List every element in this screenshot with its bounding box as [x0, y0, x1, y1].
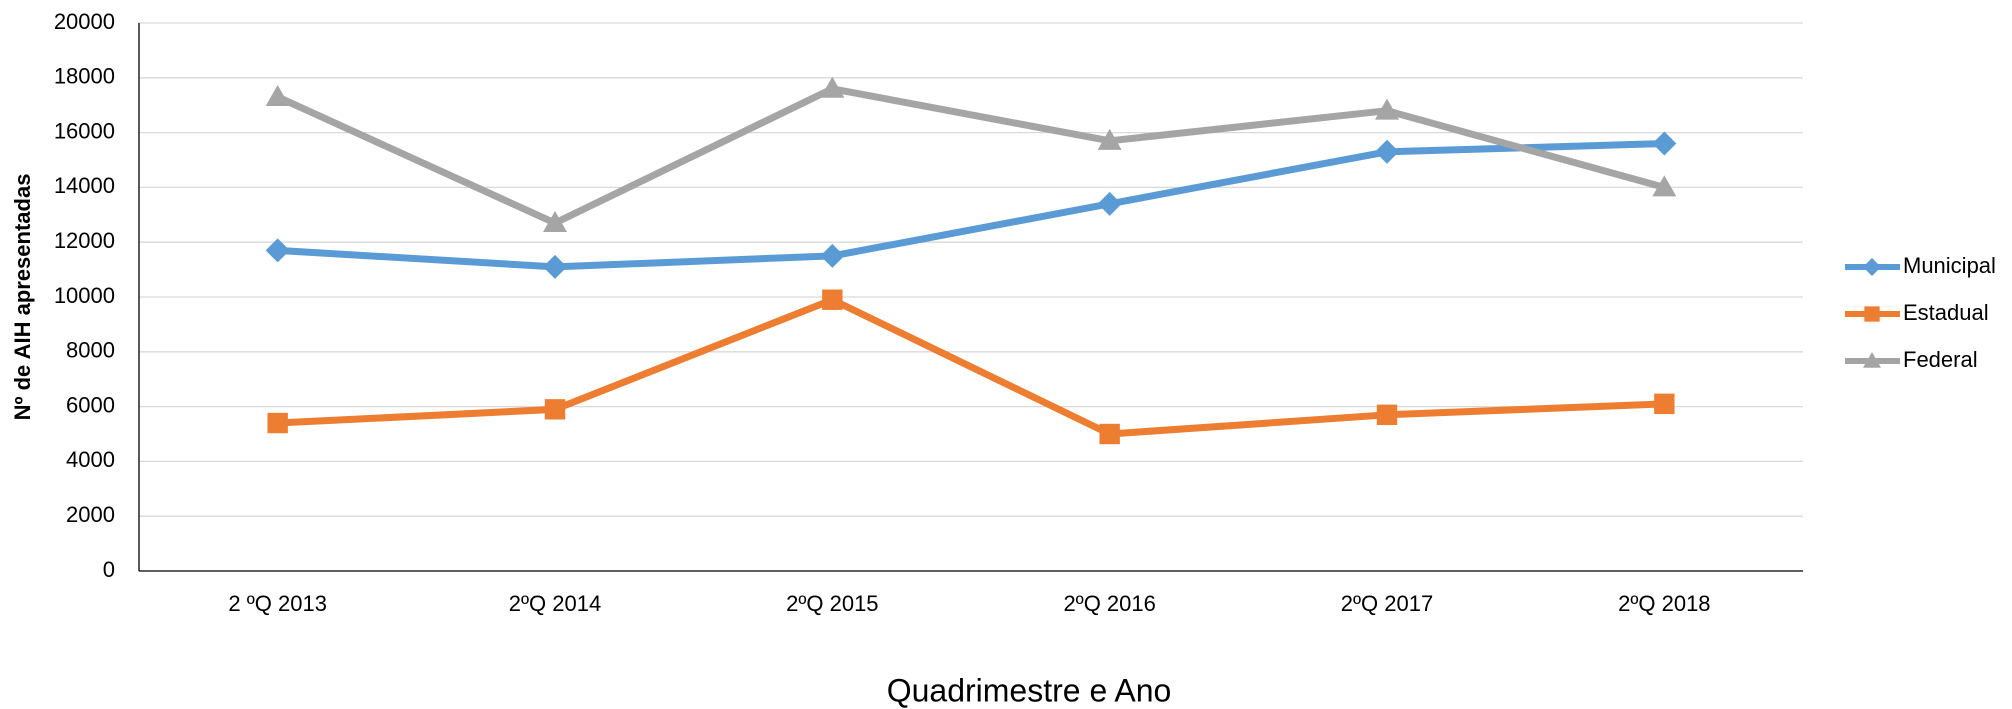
y-tick-label: 18000 [54, 64, 115, 89]
marker [1375, 139, 1399, 164]
marker [265, 238, 290, 263]
y-tick-label: 8000 [66, 338, 115, 363]
x-tick-label: 2ºQ 2016 [1063, 591, 1155, 616]
y-tick-label: 10000 [54, 283, 115, 308]
legend-label: Federal [1903, 347, 1978, 372]
x-tick-label: 2ºQ 2018 [1618, 591, 1710, 616]
marker [543, 254, 567, 279]
series-line [276, 85, 1666, 227]
x-tick-label: 2ºQ 2014 [509, 591, 601, 616]
marker [1863, 258, 1881, 276]
legend-label: Municipal [1903, 253, 1996, 278]
marker [1097, 191, 1122, 216]
y-tick-label: 2000 [66, 502, 115, 527]
marker [820, 76, 845, 98]
marker [1864, 306, 1880, 322]
marker [1652, 131, 1677, 156]
y-tick-label: 6000 [66, 392, 115, 417]
marker [267, 412, 288, 434]
marker [822, 289, 843, 310]
marker [544, 399, 566, 420]
marker [1863, 352, 1881, 368]
y-tick-label: 20000 [54, 9, 115, 34]
series-line [277, 296, 1665, 438]
y-axis-title: Nº de AIH apresentadas [10, 174, 35, 421]
series-line [277, 140, 1665, 271]
marker [1376, 404, 1398, 426]
x-tick-label: 2ºQ 2017 [1341, 591, 1433, 616]
x-axis-title: Quadrimestre e Ano [887, 672, 1172, 708]
marker [1375, 98, 1399, 120]
marker [820, 243, 845, 268]
x-tick-label: 2 ºQ 2013 [228, 591, 327, 616]
x-tick-label: 2ºQ 2015 [786, 591, 878, 616]
marker [1652, 175, 1677, 197]
y-tick-label: 16000 [54, 118, 115, 143]
marker [1097, 128, 1122, 150]
marker [543, 211, 567, 233]
legend-label: Estadual [1903, 300, 1989, 325]
marker [1099, 423, 1120, 445]
y-tick-label: 14000 [54, 173, 115, 198]
marker [1654, 393, 1675, 415]
marker [265, 84, 290, 106]
y-tick-label: 4000 [66, 447, 115, 472]
y-tick-label: 12000 [54, 228, 115, 253]
y-tick-label: 0 [103, 557, 115, 582]
